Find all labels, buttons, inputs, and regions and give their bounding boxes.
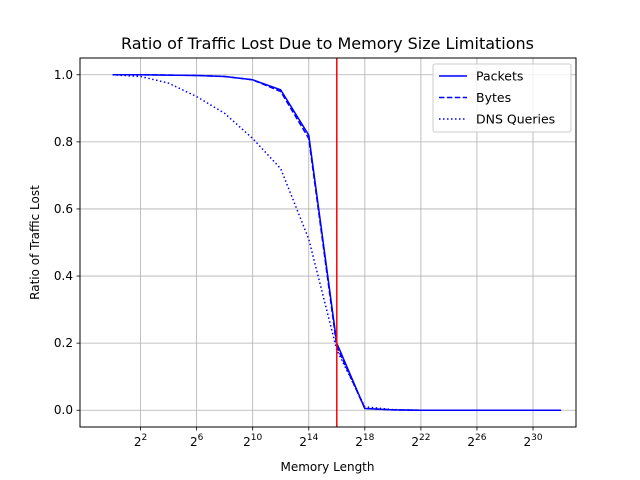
y-tick-label: 0.2 [54,336,73,350]
legend-box [432,63,572,133]
y-axis-label: Ratio of Traffic Lost [28,185,42,300]
x-axis-ticks: 22 26 210 214 218 222 226 230 [134,427,543,449]
x-tick-exponent: 10 [251,433,263,443]
x-tick-base: 2 [134,435,142,449]
y-tick-label: 0.8 [54,135,73,149]
x-tick-label: 218 [355,433,374,449]
x-tick-label: 26 [190,433,204,449]
y-tick-label: 0.4 [54,269,73,283]
x-tick-exponent: 22 [419,433,430,443]
x-tick-base: 2 [190,435,198,449]
legend-label: Packets [476,69,523,84]
chart-title: Ratio of Traffic Lost Due to Memory Size… [121,34,534,53]
x-tick-base: 2 [523,435,531,449]
x-tick-base: 2 [243,435,251,449]
legend-label: DNS Queries [476,112,555,127]
x-tick-base: 2 [411,435,419,449]
x-tick-exponent: 30 [531,433,543,443]
x-tick-base: 2 [355,435,363,449]
x-tick-base: 2 [467,435,475,449]
y-tick-label: 1.0 [54,68,73,82]
x-tick-label: 22 [134,433,147,449]
plot-frame [79,57,577,428]
x-tick-label: 214 [299,433,318,449]
x-tick-base: 2 [299,435,307,449]
legend-label: Bytes [476,90,511,105]
x-tick-exponent: 26 [475,433,487,443]
x-tick-label: 226 [467,433,486,449]
x-tick-exponent: 6 [198,433,204,443]
x-tick-label: 230 [523,433,542,449]
x-tick-exponent: 2 [142,433,148,443]
x-tick-label: 222 [411,433,430,449]
y-tick-label: 0.6 [54,202,73,216]
x-tick-exponent: 14 [307,433,319,443]
x-tick-label: 210 [243,433,262,449]
x-tick-exponent: 18 [363,433,375,443]
y-tick-label: 0.0 [54,403,73,417]
x-axis-label: Memory Length [280,460,374,474]
y-axis-ticks: 0.0 0.2 0.4 0.6 0.8 1.0 [54,68,80,417]
legend: Packets Bytes DNS Queries [432,63,572,133]
